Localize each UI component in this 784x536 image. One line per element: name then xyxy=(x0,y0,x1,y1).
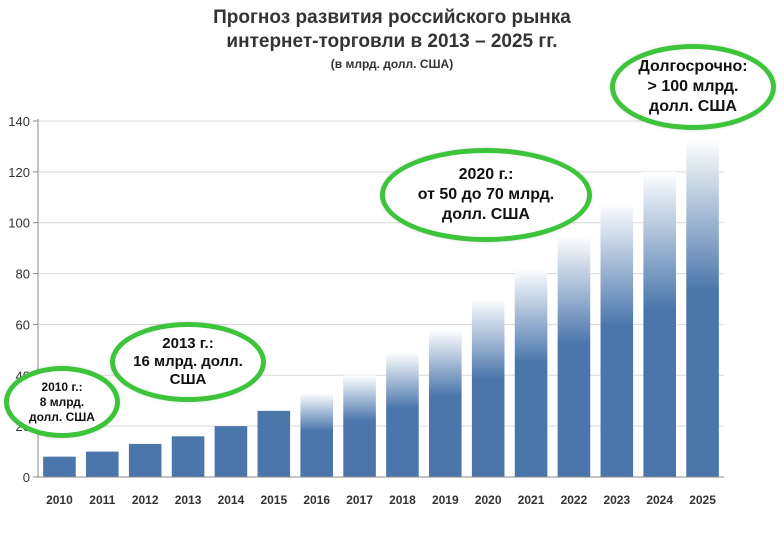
x-tick-label: 2012 xyxy=(132,493,159,507)
chart-title: Прогноз развития российского рынка интер… xyxy=(200,6,584,54)
bar-2025 xyxy=(686,138,719,478)
bar-2014 xyxy=(214,426,248,477)
x-tick-label: 2015 xyxy=(260,493,287,507)
chart-title-line-2: интернет-торговли в 2013 – 2025 гг. xyxy=(226,31,558,52)
x-tick-label: 2013 xyxy=(175,493,202,507)
bar-2019 xyxy=(429,329,462,477)
x-tick-label: 2014 xyxy=(218,493,245,507)
y-tick-label: 140 xyxy=(8,114,30,129)
callout-2013-text: 2013 г.: 16 млрд. долл. США xyxy=(133,335,243,388)
x-tick-label: 2022 xyxy=(561,493,588,507)
axes: 0204060801001201402010201120122013201420… xyxy=(8,114,724,507)
bars xyxy=(43,138,719,478)
x-tick-label: 2023 xyxy=(603,493,630,507)
bar-2012 xyxy=(128,443,162,477)
callout-2010-text: 2010 г.: 8 млрд. долл. США xyxy=(29,379,95,424)
x-tick-label: 2025 xyxy=(689,493,716,507)
x-tick-label: 2011 xyxy=(89,493,115,507)
y-tick-label: 100 xyxy=(8,216,30,231)
y-tick-label: 120 xyxy=(8,165,30,180)
bar-2021 xyxy=(514,268,548,477)
callout-longterm: Долгосрочно: > 100 млрд. долл. США xyxy=(610,44,776,130)
bar-2016 xyxy=(300,393,333,477)
bar-2010 xyxy=(43,456,76,477)
bar-2023 xyxy=(600,202,634,477)
x-tick-label: 2021 xyxy=(518,493,545,507)
bar-2015 xyxy=(257,410,291,477)
x-tick-label: 2017 xyxy=(346,493,373,507)
bar-2017 xyxy=(343,375,376,477)
callout-2010: 2010 г.: 8 млрд. долл. США xyxy=(4,366,120,438)
bar-2024 xyxy=(643,171,676,477)
bar-2011 xyxy=(86,451,119,477)
y-tick-label: 60 xyxy=(16,317,30,332)
chart-title-line-1: Прогноз развития российского рынка xyxy=(213,7,571,28)
chart-subtitle: (в млрд. долл. США) xyxy=(330,57,454,71)
callout-2020-text: 2020 г.: от 50 до 70 млрд. долл. США xyxy=(417,166,555,223)
callout-2013: 2013 г.: 16 млрд. долл. США xyxy=(110,322,266,402)
y-tick-label: 80 xyxy=(16,267,30,282)
x-tick-label: 2018 xyxy=(389,493,416,507)
bar-2018 xyxy=(386,352,419,477)
callout-2020: 2020 г.: от 50 до 70 млрд. долл. США xyxy=(380,148,592,242)
bar-2022 xyxy=(557,235,591,477)
x-tick-label: 2024 xyxy=(646,493,673,507)
callout-longterm-text: Долгосрочно: > 100 млрд. долл. США xyxy=(638,58,748,115)
x-tick-label: 2019 xyxy=(432,493,459,507)
x-tick-label: 2010 xyxy=(46,493,73,507)
bar-2020 xyxy=(471,299,505,477)
x-tick-label: 2020 xyxy=(475,493,502,507)
bar-2013 xyxy=(171,436,205,477)
x-tick-label: 2016 xyxy=(303,493,330,507)
y-tick-label: 0 xyxy=(23,470,30,485)
